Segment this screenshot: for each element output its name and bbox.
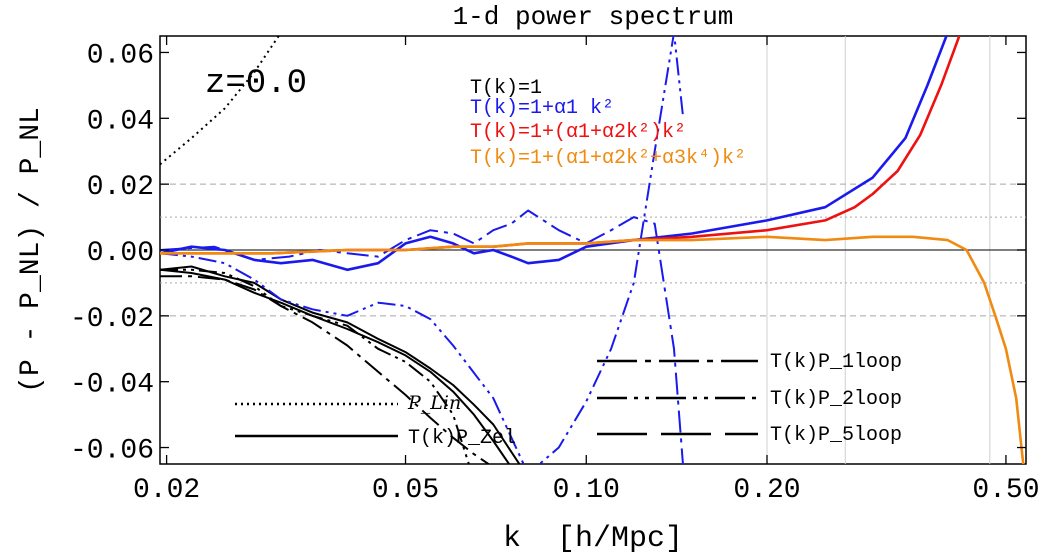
x-tick-label-3: 0.20 — [733, 475, 800, 506]
y-tick-label-0: -0.06 — [70, 436, 154, 467]
chart-title: 1-d power spectrum — [453, 2, 734, 32]
x-axis-label: k [h/Mpc] — [503, 522, 683, 556]
y-axis-label: (P - P_NL) / P_NL — [16, 107, 47, 393]
x-tick-label-0: 0.02 — [133, 475, 200, 506]
legend-label-t-alpha12: T(k)=1+(α1+α2k²)k² — [470, 121, 686, 144]
x-tick-label-1: 0.05 — [372, 475, 439, 506]
x-tick-label-4: 0.50 — [972, 475, 1039, 506]
legend-label-p5loop: T(k)P_5loop — [770, 424, 902, 447]
redshift-label: z=0.0 — [205, 65, 307, 103]
y-tick-label-3: 0.00 — [87, 238, 154, 269]
series-line-6 — [160, 209, 684, 464]
series-line-2 — [160, 265, 521, 464]
series-line-3 — [160, 275, 491, 464]
series-line-0 — [160, 36, 280, 166]
series-line-9 — [160, 235, 1025, 464]
y-tick-label-2: -0.02 — [70, 304, 154, 335]
series-line-4 — [160, 268, 470, 464]
legend-label-p2loop: T(k)P_2loop — [770, 388, 902, 411]
legend-label-t1: T(k)=1 — [470, 77, 542, 100]
y-tick-label-6: 0.06 — [87, 40, 154, 71]
legend-label-p1loop: T(k)P_1loop — [770, 351, 902, 374]
y-tick-label-1: -0.04 — [70, 370, 154, 401]
legend-label-plin: P_Lin — [407, 392, 461, 414]
series-group — [160, 36, 1025, 464]
axis-ticks: 0.02 0.05 0.10 0.20 0.50 -0.06 -0.04 -0.02 0.00 0… — [70, 36, 1040, 506]
x-tick-label-2: 0.10 — [553, 475, 620, 506]
y-tick-label-5: 0.04 — [87, 106, 154, 137]
y-tick-label-4: 0.02 — [87, 172, 154, 203]
legend-label-t-alpha123: T(k)=1+(α1+α2k²+α3k⁴)k² — [470, 147, 746, 170]
legend-label-pzel: T(k)P_Zel — [408, 427, 516, 450]
series-line-7 — [160, 36, 948, 272]
series-line-1 — [160, 268, 511, 464]
legend-label-t-alpha1: T(k)=1+α1 k² — [470, 97, 614, 120]
